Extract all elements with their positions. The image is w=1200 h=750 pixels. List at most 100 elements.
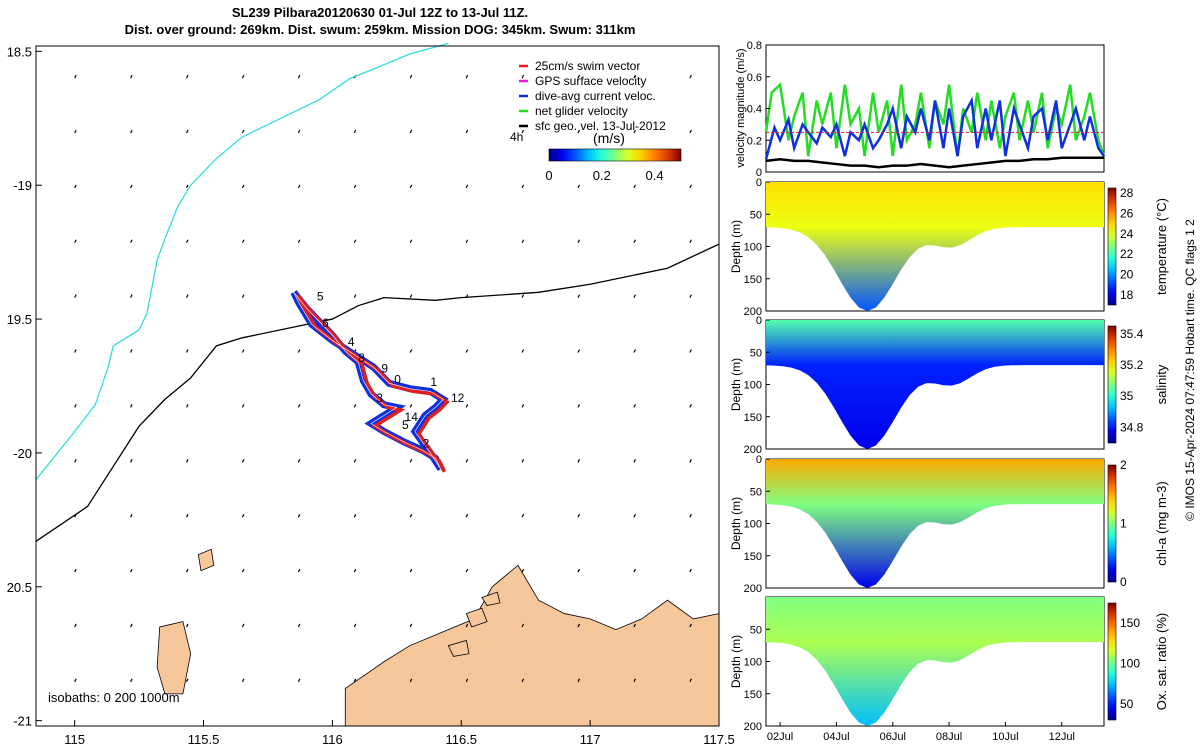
section-ytick-label: 0 (756, 315, 762, 327)
velocity-arrow (74, 129, 77, 134)
velocity-arrow (130, 184, 133, 189)
velocity-arrow (689, 129, 692, 134)
section-data-region (766, 182, 1104, 311)
track-day-label: 0 (394, 372, 401, 386)
section-xtick-label: 06Jul (880, 731, 906, 743)
velocity-arrow (185, 678, 189, 683)
legend-entry: net glider velocity (535, 104, 628, 118)
velocity-arrow (297, 74, 301, 79)
map-ytick-label: 19.5 (7, 312, 32, 327)
velocity-arrow (185, 184, 189, 189)
section-xtick-label: 08Jul (936, 731, 962, 743)
velocity-arrow (465, 513, 469, 518)
velocity-arrow (577, 239, 581, 244)
velocity-arrow (633, 459, 636, 463)
velocity-arrow (297, 349, 301, 353)
map-ytick-label: 20.5 (7, 580, 32, 595)
velocity-arrow (185, 568, 189, 573)
velocity-arrow (689, 184, 692, 189)
velocity-ytick-label: 0.8 (747, 40, 762, 52)
section-ylabel: Depth (m) (729, 497, 743, 550)
map-xtick-label: 116 (322, 732, 343, 747)
section-colorbar-tick: 28 (1120, 186, 1134, 200)
velocity-arrow (577, 129, 581, 134)
island (156, 621, 192, 695)
island (197, 548, 215, 572)
map-xtick-label: 117 (580, 732, 601, 747)
velocity-arrow (633, 623, 636, 628)
section-ytick-label: 50 (750, 347, 762, 359)
section-colorbar-tick: 35 (1120, 389, 1134, 403)
velocity-arrow (185, 239, 189, 244)
velocity-arrow (74, 349, 77, 353)
section-colorbar-label: salinity (1154, 364, 1169, 404)
track-day-label: 12 (451, 391, 465, 405)
velocity-arrow (465, 404, 469, 408)
map-ytick-label: 18.5 (7, 44, 32, 59)
section-colorbar-tick: 2 (1120, 458, 1127, 472)
velocity-arrow (521, 239, 525, 244)
velocity-arrow (297, 513, 301, 518)
velocity-arrow (577, 294, 581, 298)
velocity-arrow (241, 184, 245, 189)
legend-entry: sfc geo. vel. 13-Jul-2012 (535, 119, 666, 133)
velocity-arrow (185, 74, 189, 79)
velocity-arrow (465, 74, 469, 79)
velocity-arrow (185, 129, 189, 134)
velocity-arrow (353, 513, 357, 518)
velocity-arrow (577, 184, 581, 189)
velocity-arrow (74, 678, 77, 683)
velocity-arrow (297, 623, 301, 628)
map-xtick-label: 116.5 (445, 732, 477, 747)
section-colorbar-tick: 26 (1120, 206, 1134, 220)
velocity-arrow (633, 678, 636, 683)
track-day-label: 6 (322, 316, 329, 330)
velocity-ytick-label: 0.4 (747, 104, 762, 116)
velocity-arrow (74, 404, 77, 408)
island (447, 639, 470, 657)
velocity-arrow (130, 129, 133, 134)
track-day-label: 2 (423, 437, 430, 451)
velocity-arrow (353, 623, 357, 628)
map-xtick-label: 115 (64, 732, 85, 747)
velocity-arrow (521, 74, 525, 79)
velocity-arrow (521, 459, 525, 463)
velocity-arrow (465, 349, 469, 353)
velocity-arrow (297, 459, 301, 463)
velocity-arrow (297, 568, 301, 573)
velocity-arrow (465, 568, 469, 573)
section-ytick-label: 50 (750, 209, 762, 221)
track-day-label: 5 (402, 418, 409, 432)
velocity-arrow (241, 623, 245, 628)
velocity-ylabel: velocity magnitude (m/s) (735, 48, 747, 167)
velocity-arrow (74, 239, 77, 244)
velocity-arrow (577, 404, 581, 408)
section-colorbar-label: Ox. sat. ratio (%) (1154, 613, 1169, 711)
velocity-arrow (297, 239, 301, 244)
title-line-2: Dist. over ground: 269km. Dist. swum: 25… (124, 22, 636, 37)
section-colorbar-tick: 150 (1120, 616, 1140, 630)
section-colorbar-tick: 100 (1120, 657, 1140, 671)
section-colorbar-tick: 50 (1120, 697, 1134, 711)
velocity-arrow (241, 349, 245, 353)
section-xtick-label: 12Jul (1049, 731, 1075, 743)
velocity-arrow (633, 349, 636, 353)
velocity-arrow (297, 678, 301, 683)
section-ytick-label: 150 (744, 274, 762, 286)
velocity-arrow (689, 294, 692, 298)
section-colorbar-label: chl-a (mg m-3) (1154, 481, 1169, 566)
velocity-arrow (185, 349, 189, 353)
velocity-arrow (689, 74, 692, 79)
velocity-arrow (577, 349, 581, 353)
velocity-arrow (409, 568, 413, 573)
velocity-arrow (409, 623, 413, 628)
velocity-arrow (409, 513, 413, 518)
velocity-arrow (633, 129, 636, 134)
section-colorbar-tick: 34.8 (1120, 420, 1144, 434)
section-colorbar (1107, 602, 1117, 721)
velocity-arrow (521, 568, 525, 573)
track-day-label: 9 (381, 362, 388, 376)
velocity-arrow (689, 513, 692, 518)
section-data-region (766, 597, 1104, 726)
